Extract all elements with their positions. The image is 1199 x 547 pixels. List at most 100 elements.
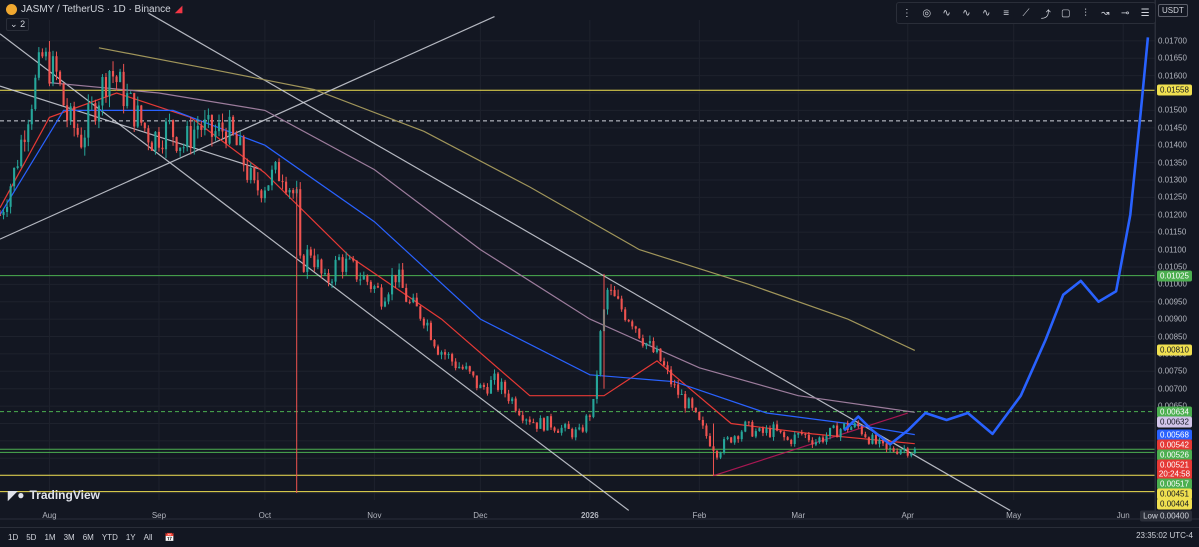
candle-body — [2, 212, 5, 216]
candle-body — [408, 301, 411, 303]
x-tick-label: Sep — [151, 511, 167, 520]
candle-body — [44, 51, 47, 57]
candle-body — [535, 422, 538, 429]
layers-toggle[interactable]: ⌄ 2 — [6, 18, 30, 31]
candle-body — [631, 321, 634, 327]
candle-body — [620, 298, 623, 310]
pattern-icon[interactable]: ≡ — [1003, 7, 1010, 19]
candle-body — [172, 120, 175, 138]
menu-lines-icon[interactable]: ☰ — [1140, 7, 1150, 19]
candle-body — [242, 136, 245, 166]
candle-body — [811, 440, 814, 445]
candle-body — [525, 419, 528, 421]
wave-123-icon[interactable]: ∿ — [962, 7, 971, 19]
currency-selector[interactable]: USDT — [1158, 4, 1188, 17]
x-tick-label: Apr — [901, 511, 914, 520]
symbol-header[interactable]: JASMY / TetherUS · 1D · Binance ◢ — [0, 0, 182, 18]
candle-body — [468, 366, 471, 372]
price-tag: 0.00568 — [1157, 429, 1192, 441]
candle-body — [705, 425, 708, 437]
candle-body — [896, 451, 899, 454]
wave-abcde-icon[interactable]: ∿ — [982, 7, 991, 19]
timeframe-all[interactable]: All — [143, 533, 153, 542]
candle-body — [387, 294, 390, 302]
price-axis[interactable] — [1155, 0, 1199, 519]
candle-body — [366, 275, 369, 282]
candle-body — [48, 51, 51, 84]
y-tick-label: 0.01450 — [1158, 123, 1187, 133]
candle-body — [588, 415, 591, 417]
candle-body — [221, 122, 224, 132]
timeframe-5d[interactable]: 5D — [26, 533, 37, 542]
drag-handle-icon[interactable]: ⋮ — [901, 7, 912, 19]
candle-body — [129, 93, 132, 95]
candle-body — [175, 137, 178, 151]
y-tick-label: 0.01000 — [1158, 279, 1187, 289]
candle-body — [698, 411, 701, 420]
candle-body — [200, 125, 203, 130]
candle-body — [493, 373, 496, 380]
candle-body — [62, 83, 65, 106]
rectangle-icon[interactable]: ▢ — [1060, 7, 1071, 19]
candle-body — [546, 416, 549, 431]
timeframe-1d[interactable]: 1D — [8, 533, 19, 542]
vertical-line-icon[interactable]: ⫶ — [1084, 7, 1087, 19]
candle-body — [228, 116, 231, 144]
y-tick-label: 0.01150 — [1158, 227, 1187, 237]
line-icon[interactable]: ⊸ — [1121, 7, 1130, 19]
candle-body — [454, 361, 457, 369]
candle-body — [119, 71, 122, 83]
candle-body — [786, 437, 789, 440]
candle-body — [903, 448, 906, 450]
candle-body — [429, 322, 432, 340]
candle-body — [277, 161, 281, 182]
alert-icon[interactable]: ◢ — [174, 3, 183, 15]
candle-body — [783, 432, 786, 438]
candle-body — [578, 427, 581, 430]
price-tag: 0.00810 — [1157, 344, 1192, 356]
candle-body — [182, 147, 185, 149]
target-icon[interactable]: ◎ — [922, 7, 932, 19]
candle-body — [27, 124, 30, 143]
timeframe-ytd[interactable]: YTD — [101, 533, 118, 542]
candle-body — [726, 437, 729, 440]
candle-body — [687, 398, 690, 409]
x-tick-label: Nov — [367, 511, 382, 520]
candle-body — [51, 56, 55, 84]
trend-angle-icon[interactable]: ⟋ — [1022, 7, 1030, 19]
candle-body — [210, 115, 213, 137]
candle-body — [373, 286, 376, 290]
candle-body — [740, 431, 743, 440]
arrow-icon[interactable]: ↝ — [1101, 7, 1110, 19]
candle-body — [892, 448, 895, 452]
price-tag: 0.00542 — [1157, 439, 1192, 451]
candle-body — [193, 129, 196, 149]
candle-body — [23, 139, 26, 143]
candle-body — [94, 103, 97, 122]
path-icon[interactable]: ⤴ — [1040, 9, 1051, 21]
candle-body — [719, 452, 722, 458]
y-tick-label: 0.00750 — [1158, 366, 1187, 376]
candle-body — [560, 427, 563, 433]
candle-body — [355, 260, 358, 280]
timeframe-6m[interactable]: 6M — [82, 533, 94, 542]
timeframe-1y[interactable]: 1Y — [125, 533, 136, 542]
candle-body — [391, 274, 394, 295]
moving-average-line — [0, 92, 915, 445]
candle-body — [617, 296, 620, 299]
candle-body — [369, 281, 372, 290]
candle-body — [348, 258, 351, 260]
y-tick-label: 0.00850 — [1158, 332, 1187, 342]
candle-body — [76, 127, 79, 135]
date-range-icon[interactable]: 📅 — [164, 533, 175, 542]
price-tag: 0.00517 — [1157, 478, 1192, 490]
x-tick-label: Dec — [473, 511, 488, 520]
utc-clock[interactable]: 23:35:02 UTC-4 — [1136, 531, 1193, 540]
wave-abc-icon[interactable]: ∿ — [942, 7, 951, 19]
candle-body — [73, 106, 76, 128]
timeframe-3m[interactable]: 3M — [63, 533, 75, 542]
candle-body — [564, 424, 567, 428]
timeframe-1m[interactable]: 1M — [44, 533, 56, 542]
candle-body — [549, 416, 553, 428]
